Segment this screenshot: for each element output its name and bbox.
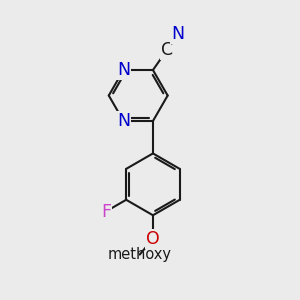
Text: N: N — [172, 25, 185, 43]
Text: C: C — [161, 40, 173, 58]
Text: O: O — [146, 230, 160, 248]
Text: F: F — [101, 202, 111, 220]
Text: N: N — [117, 61, 130, 79]
Text: methoxy: methoxy — [108, 247, 172, 262]
Text: N: N — [117, 112, 130, 130]
